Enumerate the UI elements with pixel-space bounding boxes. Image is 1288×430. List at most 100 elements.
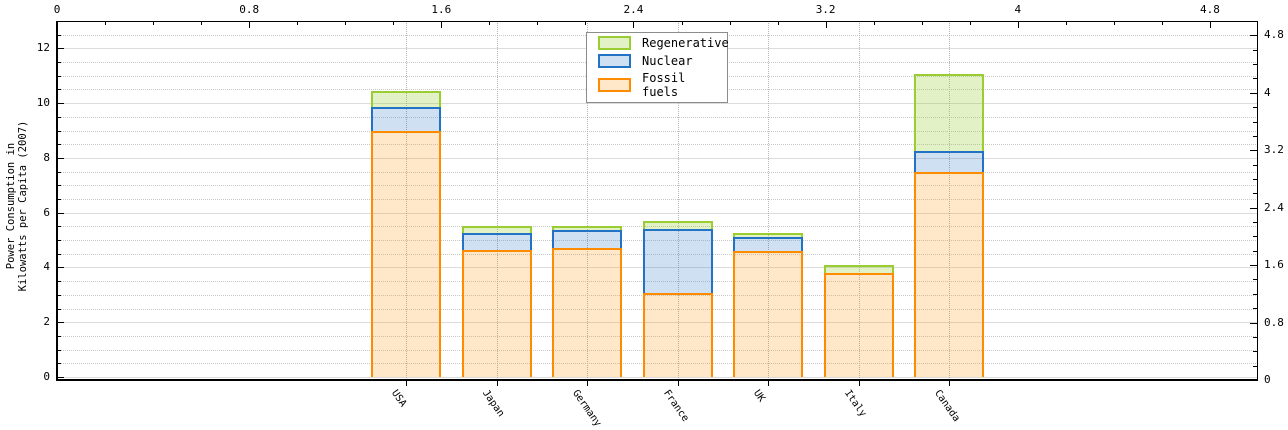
h-major-gridline: [57, 377, 1258, 378]
right-minor-tick: [1253, 308, 1257, 310]
h-minor-gridline: [57, 240, 1258, 242]
h-minor-gridline: [57, 185, 1258, 187]
legend-label-nuclear: Nuclear: [642, 53, 693, 68]
top-tick-label: 0: [53, 3, 61, 16]
left-minor-tick: [57, 62, 61, 64]
bar-canada-nuclear: [914, 151, 985, 172]
bar-usa-fossil-fuels: [371, 130, 441, 377]
x-category-label-france: France: [660, 388, 691, 424]
right-minor-tick: [1253, 193, 1257, 195]
right-minor-tick: [1253, 365, 1257, 367]
right-tick-label: 4.8: [1264, 28, 1284, 42]
top-minor-tick: [777, 21, 779, 25]
right-tick-label: 1.6: [1264, 258, 1284, 272]
left-minor-tick: [57, 363, 61, 365]
left-minor-tick: [57, 294, 61, 296]
bottom-tick-usa: [406, 381, 407, 386]
left-minor-tick: [57, 240, 61, 242]
bar-japan-nuclear: [461, 233, 532, 250]
top-minor-tick: [1113, 21, 1115, 25]
right-minor-tick: [1253, 78, 1257, 80]
legend-label-regenerative: Regenerative: [642, 36, 729, 51]
left-major-tick: [57, 157, 64, 159]
right-major-tick: [1250, 92, 1257, 94]
h-major-gridline: [57, 322, 1258, 324]
bottom-tick-italy: [858, 381, 860, 386]
right-tick-label: 3.2: [1264, 143, 1284, 157]
right-tick-label: 4: [1264, 85, 1271, 99]
top-major-tick: [249, 21, 251, 28]
left-major-tick: [57, 377, 64, 378]
right-minor-tick: [1253, 135, 1257, 137]
bar-germany-fossil-fuels: [552, 248, 623, 377]
right-minor-tick: [1253, 121, 1257, 123]
legend-swatch-regenerative-icon: [598, 36, 631, 51]
h-minor-gridline: [57, 363, 1258, 365]
left-tick-label: 10: [36, 96, 50, 110]
right-minor-tick: [1253, 293, 1257, 295]
top-minor-tick: [729, 21, 731, 25]
left-minor-tick: [57, 116, 61, 118]
v-gridline-uk: [768, 21, 770, 380]
h-minor-gridline: [57, 281, 1258, 283]
left-minor-tick: [57, 171, 61, 173]
right-minor-tick: [1253, 49, 1257, 51]
top-major-tick: [825, 21, 827, 28]
top-tick-label: 3.2: [815, 3, 836, 16]
top-tick-label: 4: [1014, 3, 1022, 16]
x-category-label-italy: Italy: [841, 388, 869, 419]
legend-swatch-nuclear-icon: [598, 53, 631, 68]
x-category-label-usa: USA: [388, 388, 409, 410]
left-minor-tick: [57, 144, 61, 146]
top-minor-tick: [105, 21, 107, 25]
h-major-gridline: [57, 267, 1258, 269]
h-major-gridline: [57, 212, 1258, 214]
left-minor-tick: [57, 226, 61, 228]
legend: Regenerative Nuclear Fossil fuels: [586, 32, 729, 103]
bar-canada-regenerative: [914, 74, 985, 152]
top-minor-tick: [537, 21, 539, 25]
bar-italy-regenerative: [823, 264, 894, 273]
bottom-tick-japan: [496, 381, 498, 386]
top-minor-tick: [1161, 21, 1163, 25]
left-spine: [56, 21, 58, 380]
right-tick-label: 0.8: [1264, 315, 1284, 329]
bar-usa-regenerative: [371, 90, 441, 108]
right-major-tick: [1250, 150, 1257, 152]
left-minor-tick: [57, 349, 61, 351]
v-gridline-italy: [858, 21, 860, 380]
top-minor-tick: [393, 21, 395, 25]
bar-canada-fossil-fuels: [914, 171, 985, 377]
top-major-tick: [1017, 21, 1019, 28]
left-minor-tick: [57, 185, 61, 187]
right-spine: [1257, 21, 1258, 380]
bottom-tick-france: [677, 381, 679, 386]
left-major-tick: [57, 322, 64, 324]
top-major-tick: [633, 21, 635, 28]
x-category-label-canada: Canada: [932, 388, 963, 424]
left-minor-tick: [57, 253, 61, 255]
top-minor-tick: [1065, 21, 1067, 25]
top-tick-label: 0.8: [239, 3, 260, 16]
top-minor-tick: [201, 21, 203, 25]
top-tick-label: 2.4: [623, 3, 644, 16]
legend-item-fossil-fuels: Fossil fuels: [587, 71, 727, 99]
left-major-tick: [57, 212, 64, 214]
legend-label-fossil-fuels: Fossil fuels: [642, 70, 686, 99]
h-minor-gridline: [57, 171, 1258, 173]
h-minor-gridline: [57, 253, 1258, 255]
left-major-tick: [57, 103, 64, 105]
left-minor-tick: [57, 199, 61, 200]
top-minor-tick: [969, 21, 971, 25]
left-minor-tick: [57, 75, 61, 77]
h-minor-gridline: [57, 116, 1258, 118]
bottom-spine: [56, 379, 1258, 381]
left-tick-label: 8: [43, 150, 50, 164]
h-minor-gridline: [57, 308, 1258, 310]
left-tick-label: 6: [43, 205, 50, 219]
top-tick-label: 1.6: [431, 3, 452, 16]
left-major-tick: [57, 267, 64, 269]
bar-japan-fossil-fuels: [461, 249, 532, 377]
bar-uk-regenerative: [733, 233, 804, 238]
